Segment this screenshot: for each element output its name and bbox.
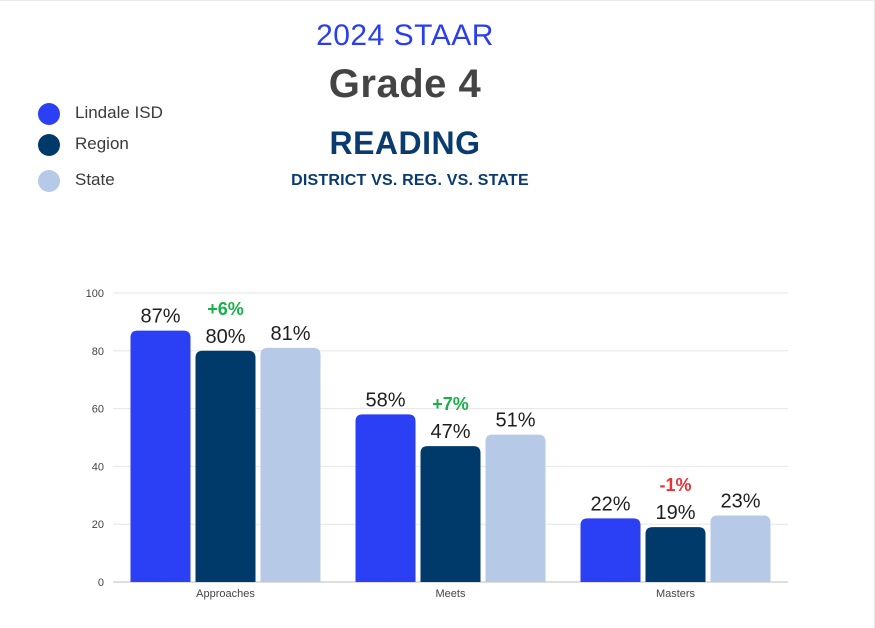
frame-top-border: [0, 0, 875, 1]
legend-swatch-region: [38, 134, 60, 156]
legend-swatch-state: [38, 170, 60, 192]
y-tick-label: 60: [92, 404, 104, 416]
bar: [485, 434, 546, 582]
y-tick-label: 80: [92, 346, 104, 358]
difference-label: +6%: [207, 299, 244, 319]
y-tick-label: 20: [92, 519, 104, 531]
bar: [420, 446, 481, 582]
bar-value-label: 19%: [655, 502, 695, 524]
y-tick-label: 100: [86, 288, 104, 300]
difference-label: -1%: [659, 475, 691, 495]
legend-item-lindale: Lindale ISD: [38, 100, 238, 126]
title-year: 2024 STAAR: [316, 19, 494, 52]
legend-label-state: State: [75, 170, 115, 189]
legend-label-lindale: Lindale ISD: [75, 103, 163, 122]
bar-value-label: 87%: [140, 306, 180, 328]
bar-value-label: 81%: [270, 323, 310, 345]
bar: [130, 330, 191, 582]
y-tick-label: 0: [98, 577, 104, 589]
bar: [710, 515, 771, 582]
difference-label: +7%: [432, 394, 469, 414]
bar-value-label: 47%: [430, 421, 470, 443]
bar: [580, 518, 641, 582]
legend-swatch-lindale: [38, 103, 60, 125]
x-category-label: Masters: [656, 588, 696, 600]
bar: [195, 350, 256, 582]
legend-label-region: Region: [75, 134, 129, 153]
x-category-label: Approaches: [196, 588, 255, 600]
legend-item-state: State: [38, 167, 238, 193]
title-subject: READING: [329, 125, 481, 161]
y-tick-label: 40: [92, 461, 104, 473]
bar-value-label: 80%: [205, 326, 245, 348]
bar-value-label: 51%: [495, 410, 535, 432]
bar-value-label: 22%: [590, 493, 630, 515]
bar-value-label: 23%: [720, 491, 760, 513]
bar: [355, 414, 416, 582]
bar: [645, 527, 706, 582]
bar-value-label: 58%: [365, 389, 405, 411]
title-grade: Grade 4: [328, 62, 482, 106]
legend-item-region: Region: [38, 131, 238, 157]
title-subtitle: DISTRICT VS. REG. VS. STATE: [291, 172, 529, 189]
bar: [260, 347, 321, 582]
x-category-label: Meets: [436, 588, 466, 600]
